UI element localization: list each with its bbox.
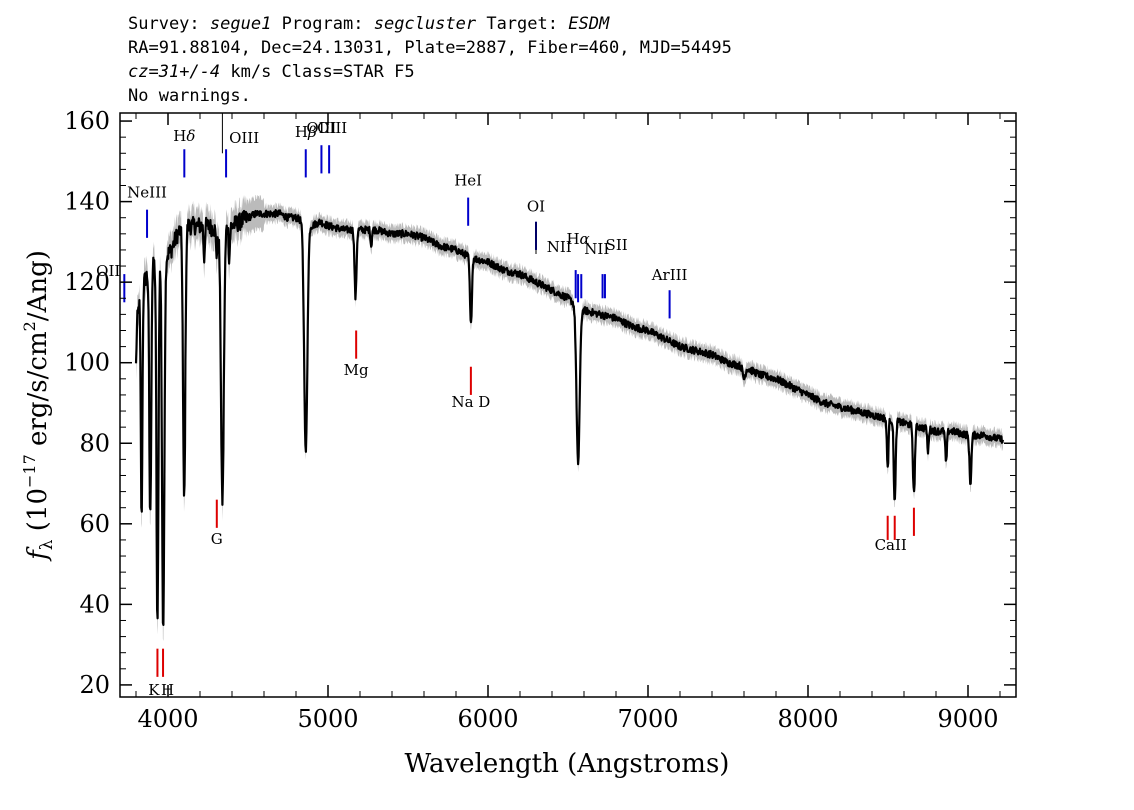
x-axis: 4000 5000 6000 7000 8000 9000 [135,113,1001,733]
program-label: Program: [281,14,364,34]
header-line-warnings: No warnings. [128,86,251,106]
y-tick-label: 100 [64,349,110,377]
emission-line-label: NII [547,238,572,256]
x-tick-label: 9000 [937,705,998,733]
x-tick-label: 4000 [137,705,198,733]
emission-line-label: Hα [566,230,589,248]
header-line-coordinates: RA=91.88104, Dec=24.13031, Plate=2887, F… [128,38,732,58]
y-tick-label: 140 [64,188,110,216]
cz-value: 31+/-4 [158,62,221,82]
y-label-mid: erg/s/cm [23,331,53,454]
y-label-pre: (10 [23,488,53,540]
emission-line-label: OIII [229,129,259,147]
y-tick-label: 40 [79,590,110,618]
y-label-lambda: λ [37,539,57,550]
header-line-survey: Survey: segue1 Program: segcluster Targe… [128,12,732,36]
x-tick-label: 6000 [457,705,518,733]
flux-line [134,209,1004,626]
x-tick-label: 8000 [777,705,838,733]
y-tick-label: 160 [64,107,110,135]
y-tick-label: 80 [79,429,110,457]
absorption-line-label: CaII [875,536,907,554]
program-value: segcluster [373,14,477,34]
emission-line-label: OIII [317,119,347,137]
absorption-line-label: Na D [451,393,490,411]
emission-line-label: OIII [306,119,336,137]
spectrum-header: Survey: segue1 Program: segcluster Targe… [128,12,732,108]
y-label-post: /Ang) [23,250,53,321]
y-tick-label: 20 [79,671,110,699]
target-label: Target: [486,14,558,34]
emission-line-label: OII [96,262,120,280]
cz-class: km/s Class=STAR F5 [220,62,415,82]
emission-line-label: NeIII [127,184,167,202]
y-axis: 20 40 60 80 100 120 140 160 [64,107,1016,699]
x-tick-label: 5000 [297,705,358,733]
survey-label: Survey: [128,14,200,34]
survey-value: segue1 [209,14,272,34]
x-tick-label: 7000 [617,705,678,733]
y-label-exponent: −17 [20,454,39,488]
absorption-line-label: Mg [344,361,369,379]
y-tick-label: 120 [64,268,110,296]
emission-line-label: OI [527,198,545,216]
flux-series [134,209,1004,626]
plot-frame [119,112,1017,698]
absorption-line-label: K [148,681,160,699]
header-line-redshift: cz=31+/-4 km/s Class=STAR F5 [128,60,732,84]
cz-label: cz= [128,62,159,82]
absorption-line-label: G [211,530,223,548]
y-tick-label: 60 [79,510,110,538]
emission-line-label: Hβ [295,123,317,141]
target-value: ESDM [568,14,610,34]
emission-line-label: ArIII [651,266,688,284]
emission-line-label: Hδ [173,127,195,145]
y-label-squared: 2 [20,321,39,331]
emission-line-label: NII [584,240,609,258]
emission-line-label: HeI [454,171,482,189]
emission-line-label: SII [606,236,628,254]
y-axis-label: fλ (10−17 erg/s/cm2/Ang) [20,250,57,562]
x-axis-label: Wavelength (Angstroms) [405,749,730,779]
